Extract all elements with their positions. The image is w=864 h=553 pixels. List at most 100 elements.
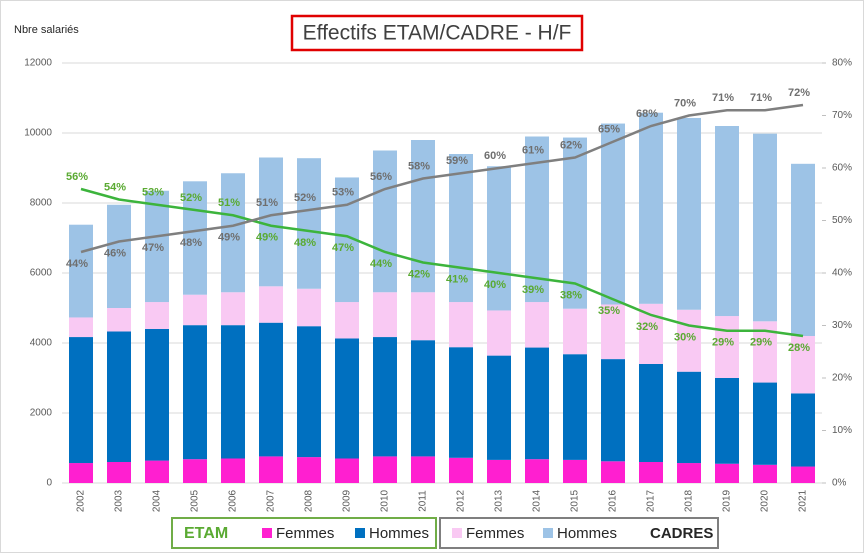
x-tick-label: 2004 bbox=[152, 489, 163, 512]
bar-segment bbox=[69, 317, 93, 338]
line-series bbox=[80, 187, 804, 338]
bar-segment bbox=[297, 288, 321, 327]
x-tick-label: 2019 bbox=[722, 489, 733, 512]
y-tick-label: 6000 bbox=[30, 268, 53, 279]
x-tick-label: 2006 bbox=[228, 489, 239, 512]
bar-segment bbox=[525, 347, 549, 460]
y-tick-label: 0 bbox=[46, 478, 52, 489]
data-label: 49% bbox=[218, 232, 240, 244]
legend: ETAM CADRES Femmes Hommes Femmes Hommes bbox=[171, 517, 719, 549]
legend-label: Hommes bbox=[369, 525, 429, 542]
bar-segment bbox=[677, 463, 701, 483]
bar-segment bbox=[297, 457, 321, 483]
bar-segment bbox=[145, 302, 169, 329]
legend-label: Femmes bbox=[466, 525, 524, 542]
data-label: 56% bbox=[370, 171, 392, 183]
bar-segment bbox=[259, 286, 283, 323]
bar-segment bbox=[715, 378, 739, 464]
bar-segment bbox=[449, 347, 473, 458]
bar-segment bbox=[259, 322, 283, 457]
x-tick-label: 2007 bbox=[266, 489, 277, 512]
y-tick-label: 2000 bbox=[30, 408, 53, 419]
y2-tick-label: 40% bbox=[832, 268, 852, 279]
y-tick-label: 10000 bbox=[24, 128, 52, 139]
bar-segment bbox=[487, 310, 511, 356]
data-label: 62% bbox=[560, 139, 582, 151]
bar-segment bbox=[677, 371, 701, 464]
x-tick-label: 2009 bbox=[342, 489, 353, 512]
data-label: 29% bbox=[712, 337, 734, 349]
x-tick-label: 2003 bbox=[114, 489, 125, 512]
y2-tick-label: 80% bbox=[832, 58, 852, 69]
legend-label: Hommes bbox=[557, 525, 617, 542]
x-tick-label: 2012 bbox=[456, 489, 467, 512]
y2-tick-label: 50% bbox=[832, 215, 852, 226]
bar-segment bbox=[563, 459, 587, 483]
bar-segment bbox=[791, 336, 815, 394]
bar-segment bbox=[715, 316, 739, 378]
bar-segment bbox=[791, 163, 815, 336]
bar-segment bbox=[411, 292, 435, 341]
bar-segment bbox=[601, 461, 625, 483]
bar-segment bbox=[183, 181, 207, 295]
bar-segment bbox=[69, 224, 93, 318]
data-label: 46% bbox=[104, 247, 126, 259]
bar-segment bbox=[601, 304, 625, 360]
lines: 56% 54% 53% 52% 51% 49% 48% 47% 44% 42% 41% 40% 39% 3… bbox=[66, 87, 810, 354]
x-tick-label: 2013 bbox=[494, 489, 505, 512]
legend-swatch bbox=[452, 528, 462, 538]
data-label: 56% bbox=[66, 171, 88, 183]
y-tick-label: 4000 bbox=[30, 338, 53, 349]
data-label: 58% bbox=[408, 160, 430, 172]
bar-segment bbox=[373, 337, 397, 457]
legend-label: Femmes bbox=[276, 525, 334, 542]
bar-segment bbox=[373, 292, 397, 338]
bar-segment bbox=[411, 140, 435, 293]
bar-segment bbox=[411, 340, 435, 457]
data-label: 40% bbox=[484, 279, 506, 291]
data-label: 59% bbox=[446, 155, 468, 167]
bar-segment bbox=[107, 462, 131, 483]
y-axis-label: Nbre salariés bbox=[14, 24, 79, 36]
x-tick-label: 2021 bbox=[798, 489, 809, 512]
data-label: 38% bbox=[560, 289, 582, 301]
bar-segment bbox=[639, 364, 663, 462]
x-tick-label: 2017 bbox=[646, 489, 657, 512]
bar-segment bbox=[373, 150, 397, 293]
data-label: 47% bbox=[142, 242, 164, 254]
x-tick-label: 2010 bbox=[380, 489, 391, 512]
bar-segment bbox=[107, 308, 131, 332]
bar-segment bbox=[373, 456, 397, 483]
data-label: 54% bbox=[104, 181, 126, 193]
bar-segment bbox=[183, 459, 207, 483]
bar-segment bbox=[297, 158, 321, 289]
x-tick-label: 2005 bbox=[190, 489, 201, 512]
bar-segment bbox=[487, 459, 511, 483]
line-series bbox=[80, 103, 804, 254]
chart-title: Effectifs ETAM/CADRE - H/F bbox=[303, 22, 572, 45]
legend-swatch bbox=[355, 528, 365, 538]
x-tick-label: 2011 bbox=[418, 490, 429, 512]
bar-segment bbox=[715, 126, 739, 317]
bar-segment bbox=[411, 456, 435, 483]
bar-segment bbox=[221, 173, 245, 293]
bar-segment bbox=[221, 458, 245, 483]
bar-segment bbox=[69, 463, 93, 483]
legend-box bbox=[439, 517, 719, 549]
data-label: 30% bbox=[674, 331, 696, 343]
data-label: 70% bbox=[674, 97, 696, 109]
bar-segment bbox=[791, 466, 815, 483]
x-tick-label: 2015 bbox=[570, 489, 581, 512]
x-tick-label: 2002 bbox=[76, 489, 87, 512]
data-label: 61% bbox=[522, 145, 544, 157]
y2-tick-label: 30% bbox=[832, 320, 852, 331]
x-tick-label: 2018 bbox=[684, 489, 695, 512]
title-box bbox=[290, 14, 584, 52]
bar-segment bbox=[145, 190, 169, 303]
bar-segment bbox=[525, 459, 549, 483]
data-label: 53% bbox=[142, 187, 164, 199]
y2-tick-label: 10% bbox=[832, 425, 852, 436]
data-label: 68% bbox=[636, 108, 658, 120]
bar-segment bbox=[221, 325, 245, 459]
bar-segment bbox=[449, 457, 473, 483]
